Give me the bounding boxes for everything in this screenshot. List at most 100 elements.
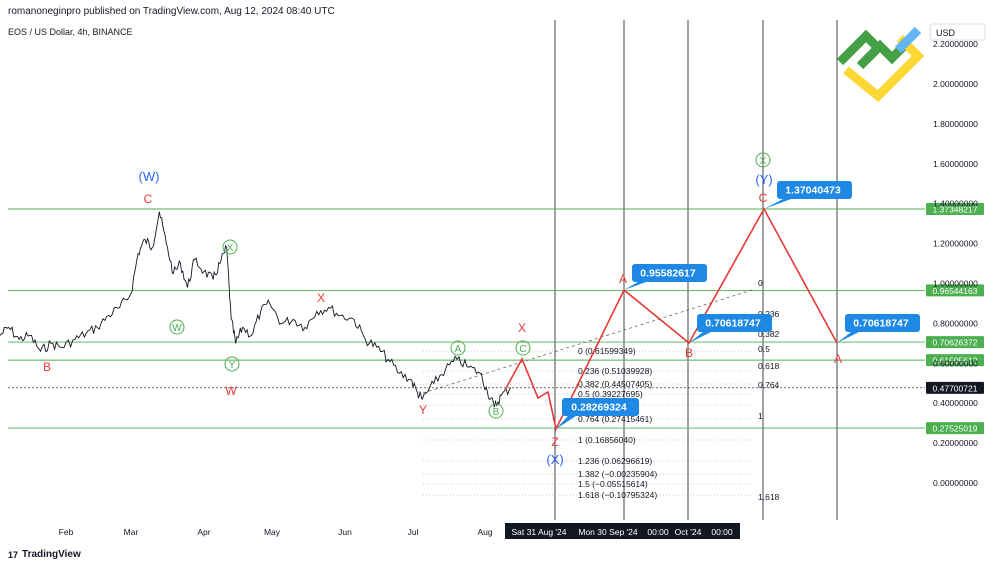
- right-fib-label-5: 0.764: [758, 380, 780, 390]
- x-tick-4: Jun: [338, 527, 352, 537]
- currency-box: [929, 23, 986, 41]
- wave-label-Z: Z: [551, 435, 558, 449]
- level-tag-text-2: 0.70626372: [933, 338, 978, 348]
- fib-label-6: 1 (0.16856040): [578, 435, 636, 445]
- right-fib-label-0: 0: [758, 278, 763, 288]
- callout-box-2: [556, 398, 639, 429]
- fibonacci-levels: 0 (0.61599349) 0.236 (0.51039928) 0.382 (0…: [422, 278, 780, 502]
- wave-circle-X_circle: [222, 239, 238, 255]
- callout-text-0: 0.95582617: [640, 268, 696, 280]
- y-tick-5: 1.20000000: [933, 239, 978, 249]
- x-tick-1: Mar: [124, 527, 139, 537]
- right-fib-label-3: 0.5: [758, 344, 770, 354]
- x-tick-7: Sat 31 Aug '24: [511, 527, 566, 537]
- fib-label-9: 1.5 (−0.05515614): [578, 479, 648, 489]
- wave-label-B_red: B: [685, 346, 693, 360]
- callout-text-4: 0.70618747: [853, 318, 909, 330]
- x-tick-2: Apr: [197, 527, 210, 537]
- footer-brand[interactable]: 17 TradingView: [8, 549, 81, 560]
- wave-label-C_circle: C: [519, 344, 526, 355]
- time-axis: Feb Mar Apr May Jun Jul Aug Sat 31 Aug '24 Mon 3…: [59, 523, 740, 539]
- time-highlight: [505, 523, 740, 539]
- fib-label-7: 1.236 (0.06296619): [578, 456, 652, 466]
- fib-label-0: 0 (0.61599349): [578, 346, 636, 356]
- level-tag-text-3: 0.61595612: [933, 356, 978, 366]
- wave-circle-Y_circle: [224, 356, 240, 372]
- level-tag-3: [926, 354, 984, 367]
- y-tick-0: 2.20000000: [933, 39, 978, 49]
- wave-label-C: C: [144, 192, 153, 206]
- wave-label-A_final: A: [834, 352, 842, 366]
- wave-label-X_final: X: [760, 156, 767, 167]
- logo-yellow-stroke: [843, 34, 925, 103]
- current-price-tag: [926, 381, 984, 394]
- x-tick-6: Aug: [477, 527, 492, 537]
- x-tick-9: 00:00: [647, 527, 669, 537]
- wave-circle-C_circle: [515, 340, 531, 356]
- level-tag-1: [926, 284, 984, 297]
- price-callouts: 0.95582617 0.70618747 0.28269324 1.37040473…: [556, 181, 920, 429]
- callout-text-2: 0.28269324: [571, 402, 627, 414]
- y-tick-2: 1.80000000: [933, 119, 978, 129]
- wave-circle-A_circle: [450, 340, 466, 356]
- callout-text-1: 0.70618747: [705, 318, 761, 330]
- right-fib-label-7: 1.618: [758, 492, 780, 502]
- symbol-title: EOS / US Dollar, 4h, BINANCE: [8, 27, 133, 37]
- wave-label-W_circle: W: [172, 323, 182, 334]
- wave-label-C_red: C: [759, 191, 768, 205]
- published-by: romanoneginpro published on TradingView.…: [8, 6, 335, 17]
- y-tick-8: 0.60000000: [933, 358, 978, 368]
- horizontal-levels: 1.37348217 0.96544163 0.70626372 0.61595612…: [8, 202, 984, 435]
- y-tick-9: 0.40000000: [933, 398, 978, 408]
- wave-circle-X_final: [755, 152, 771, 168]
- fib-label-10: 1.618 (−0.10795324): [578, 490, 657, 500]
- level-tag-text-4: 0.27525019: [933, 424, 978, 434]
- current-price-text: 0.47700721: [933, 383, 978, 393]
- callout-box-4: [837, 314, 920, 343]
- wave-label-X_circle: X: [227, 243, 234, 254]
- wave-label-B_circle: B: [493, 407, 500, 418]
- level-tag-0: [926, 202, 984, 215]
- fib-label-8: 1.382 (−0.00235904): [578, 469, 657, 479]
- wave-label-X_paren: (X): [546, 452, 563, 467]
- wave-circle-B_circle: [488, 403, 504, 419]
- callout-box-1: [689, 314, 772, 343]
- level-tag-4: [926, 422, 984, 435]
- price-series: [0, 211, 512, 408]
- wave-label-W_paren: (W): [139, 169, 160, 184]
- fib-label-5: 0.764 (0.27415461): [578, 414, 652, 424]
- y-tick-3: 1.60000000: [933, 159, 978, 169]
- trend-dashed-line: [422, 289, 753, 394]
- x-tick-8: Mon 30 Sep '24: [578, 527, 638, 537]
- level-tag-2: [926, 336, 984, 349]
- x-tick-5: Jul: [408, 527, 419, 537]
- logo-green-stroke-2: [856, 39, 910, 70]
- chart-logo: [836, 26, 925, 103]
- wave-label-X_top: X: [518, 321, 526, 335]
- callout-box-0: [624, 264, 707, 290]
- wave-label-Y_paren: (Y): [755, 172, 772, 187]
- price-line: [0, 211, 512, 408]
- wave-label-Y: Y: [419, 403, 427, 417]
- x-tick-11: 00:00: [711, 527, 733, 537]
- y-tick-4: 1.40000000: [933, 199, 978, 209]
- y-tick-7: 0.80000000: [933, 318, 978, 328]
- callout-box-3: [764, 181, 852, 209]
- wave-label-X_red: X: [317, 291, 325, 305]
- y-tick-6: 1.00000000: [933, 279, 978, 289]
- level-tag-text-0: 1.37348217: [933, 204, 978, 214]
- fib-label-2: 0.382 (0.44507405): [578, 379, 652, 389]
- x-tick-10: Oct '24: [675, 527, 702, 537]
- x-tick-3: May: [264, 527, 281, 537]
- wave-label-A_red: A: [619, 272, 627, 286]
- level-tag-text-1: 0.96544163: [933, 286, 978, 296]
- y-tick-1: 2.00000000: [933, 79, 978, 89]
- right-fib-label-6: 1: [758, 411, 763, 421]
- wave-label-B: B: [43, 360, 51, 374]
- tradingview-icon: 17: [8, 549, 19, 560]
- y-tick-11: 0.00000000: [933, 478, 978, 488]
- y-tick-10: 0.20000000: [933, 438, 978, 448]
